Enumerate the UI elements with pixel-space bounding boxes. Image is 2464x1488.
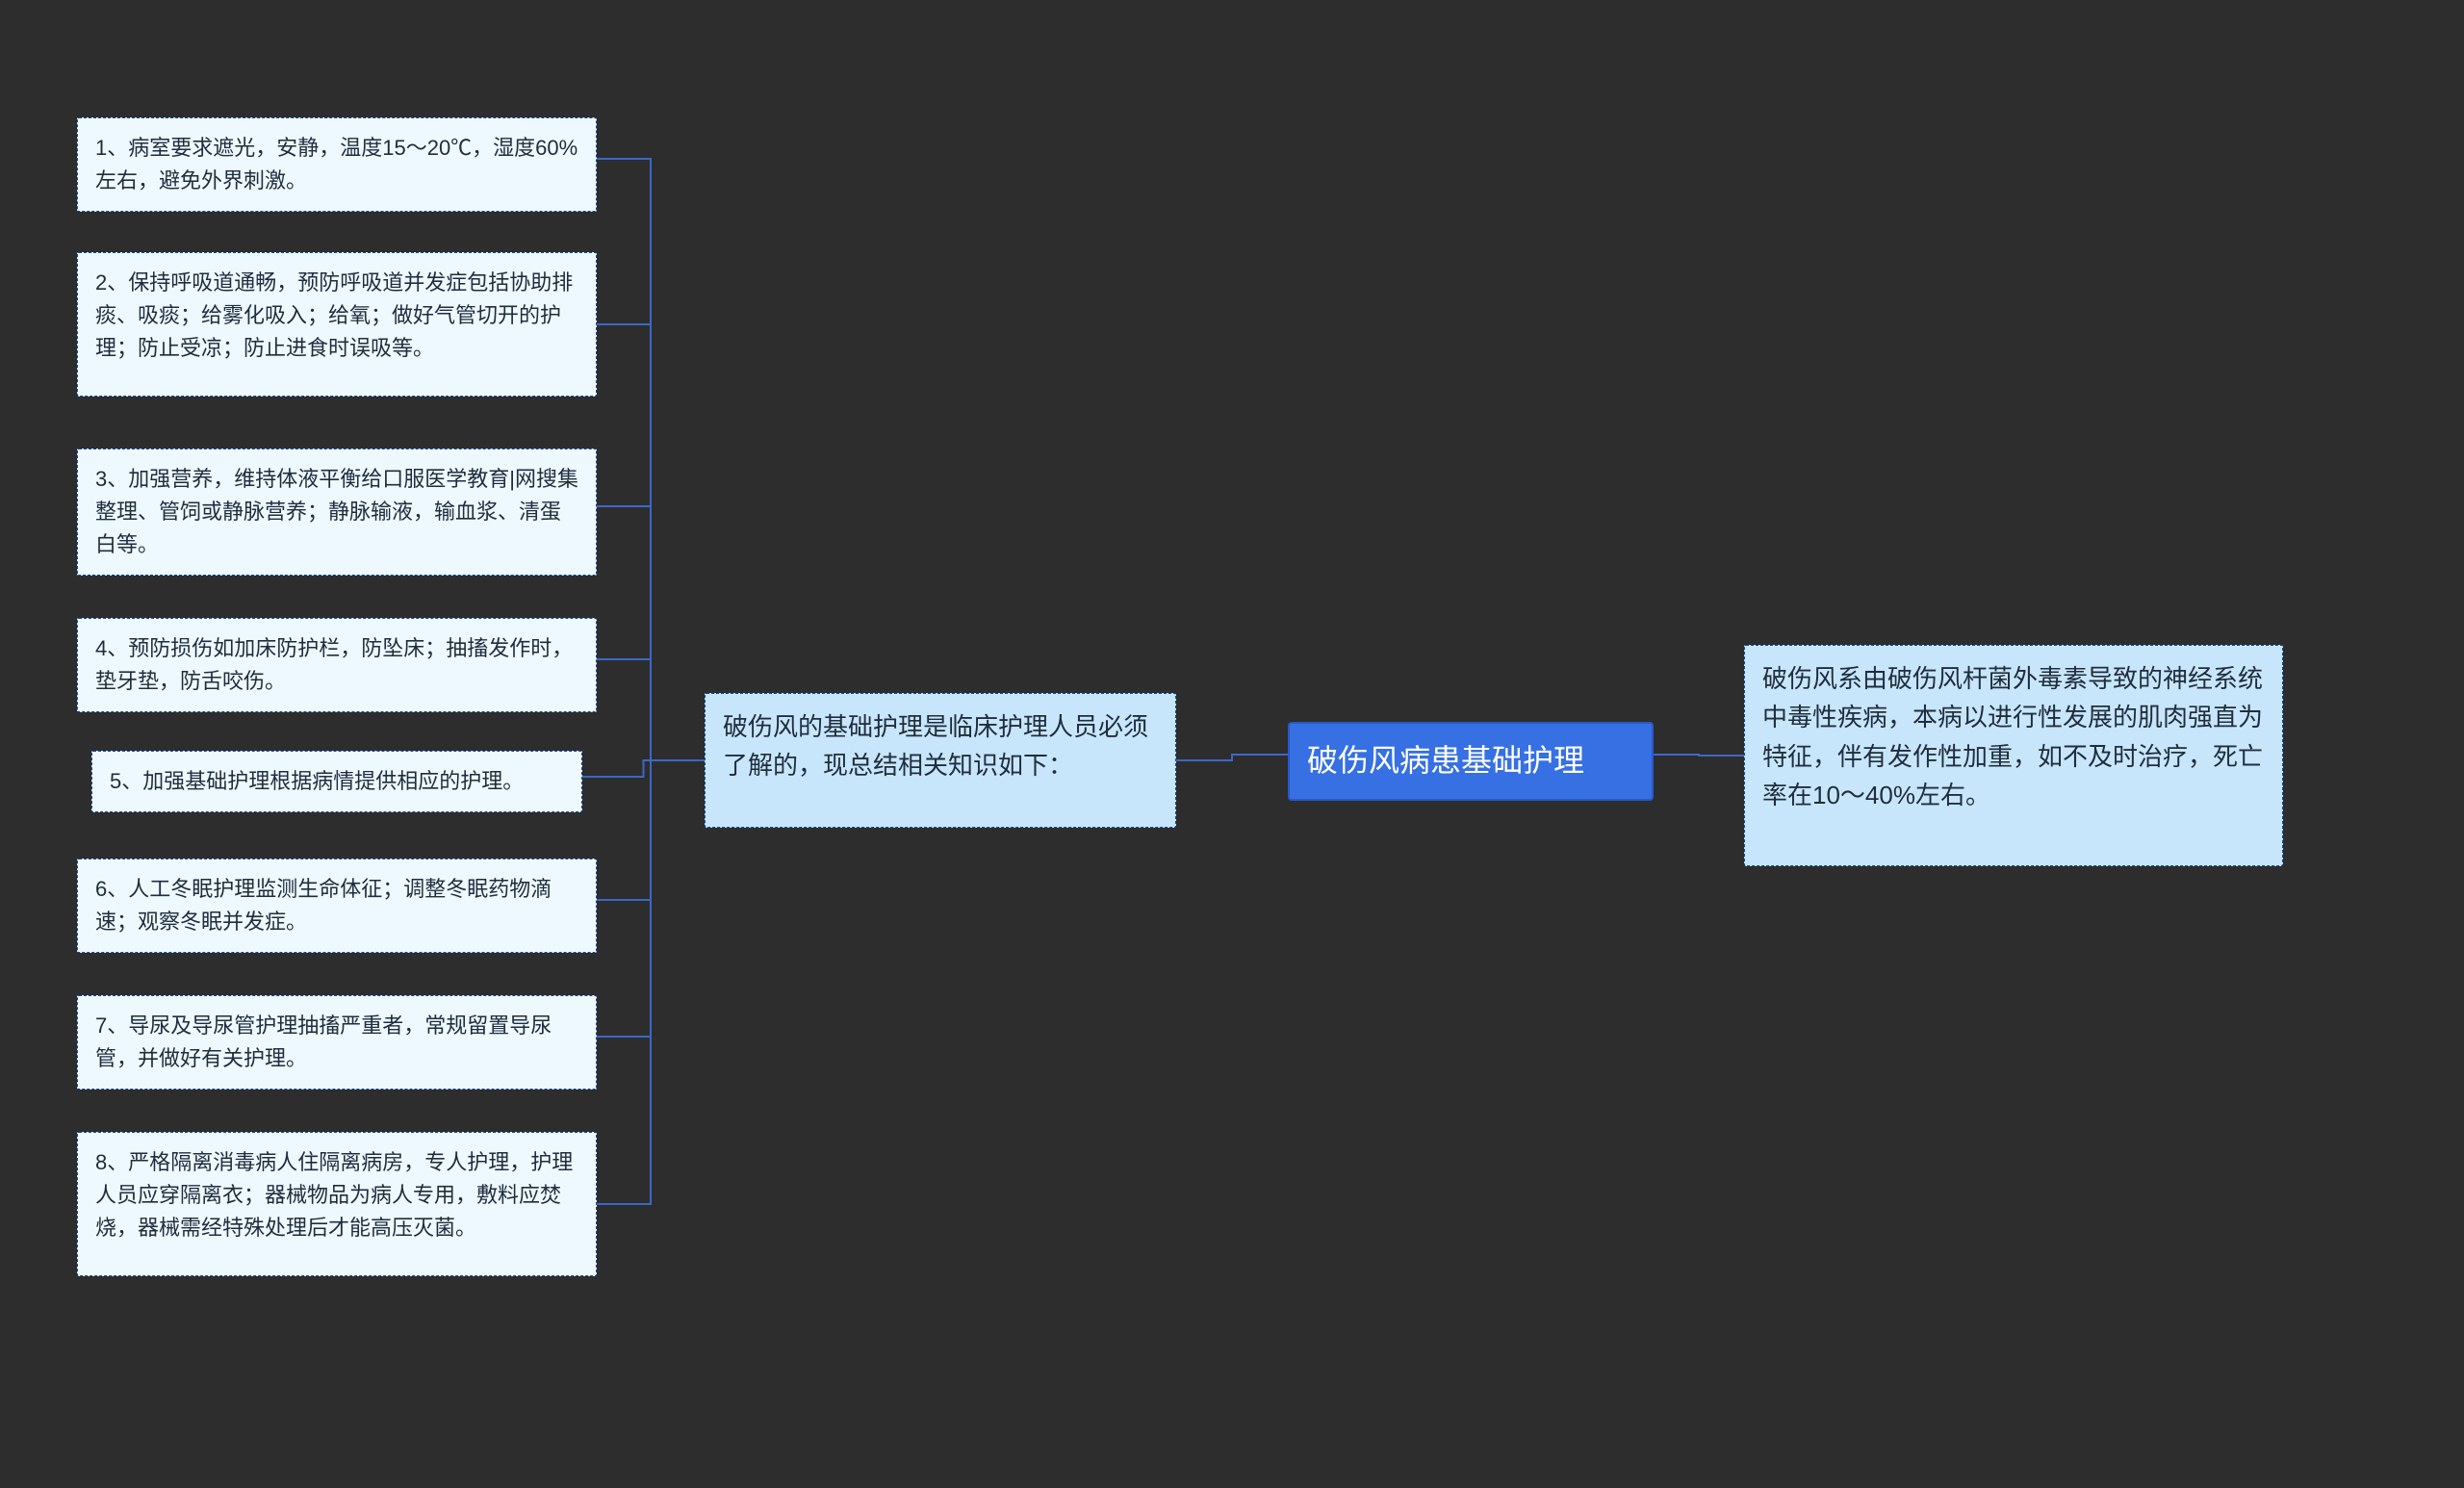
leaf-node-1: 1、病室要求遮光，安静，温度15～20℃，湿度60%左右，避免外界刺激。 bbox=[77, 117, 597, 212]
center-node: 破伤风病患基础护理 bbox=[1288, 722, 1654, 801]
mindmap-canvas: 破伤风病患基础护理 破伤风系由破伤风杆菌外毒素导致的神经系统中毒性疾病，本病以进… bbox=[0, 0, 2464, 1488]
leaf-node-6: 6、人工冬眠护理监测生命体征；调整冬眠药物滴速；观察冬眠并发症。 bbox=[77, 859, 597, 953]
leaf-node-8: 8、严格隔离消毒病人住隔离病房，专人护理，护理人员应穿隔离衣；器械物品为病人专用… bbox=[77, 1132, 597, 1276]
leaf-node-7: 7、导尿及导尿管护理抽搐严重者，常规留置导尿管，并做好有关护理。 bbox=[77, 995, 597, 1090]
leaf-node-3: 3、加强营养，维持体液平衡给口服医学教育|网搜集整理、管饲或静脉营养；静脉输液，… bbox=[77, 449, 597, 576]
right-branch-node: 破伤风系由破伤风杆菌外毒素导致的神经系统中毒性疾病，本病以进行性发展的肌肉强直为… bbox=[1744, 645, 2283, 866]
leaf-node-4: 4、预防损伤如加床防护栏，防坠床；抽搐发作时，垫牙垫，防舌咬伤。 bbox=[77, 618, 597, 712]
left-parent-node: 破伤风的基础护理是临床护理人员必须了解的，现总结相关知识如下： bbox=[705, 693, 1176, 828]
leaf-node-5: 5、加强基础护理根据病情提供相应的护理。 bbox=[91, 751, 582, 812]
leaf-node-2: 2、保持呼吸道通畅，预防呼吸道并发症包括协助排痰、吸痰；给雾化吸入；给氧；做好气… bbox=[77, 252, 597, 397]
